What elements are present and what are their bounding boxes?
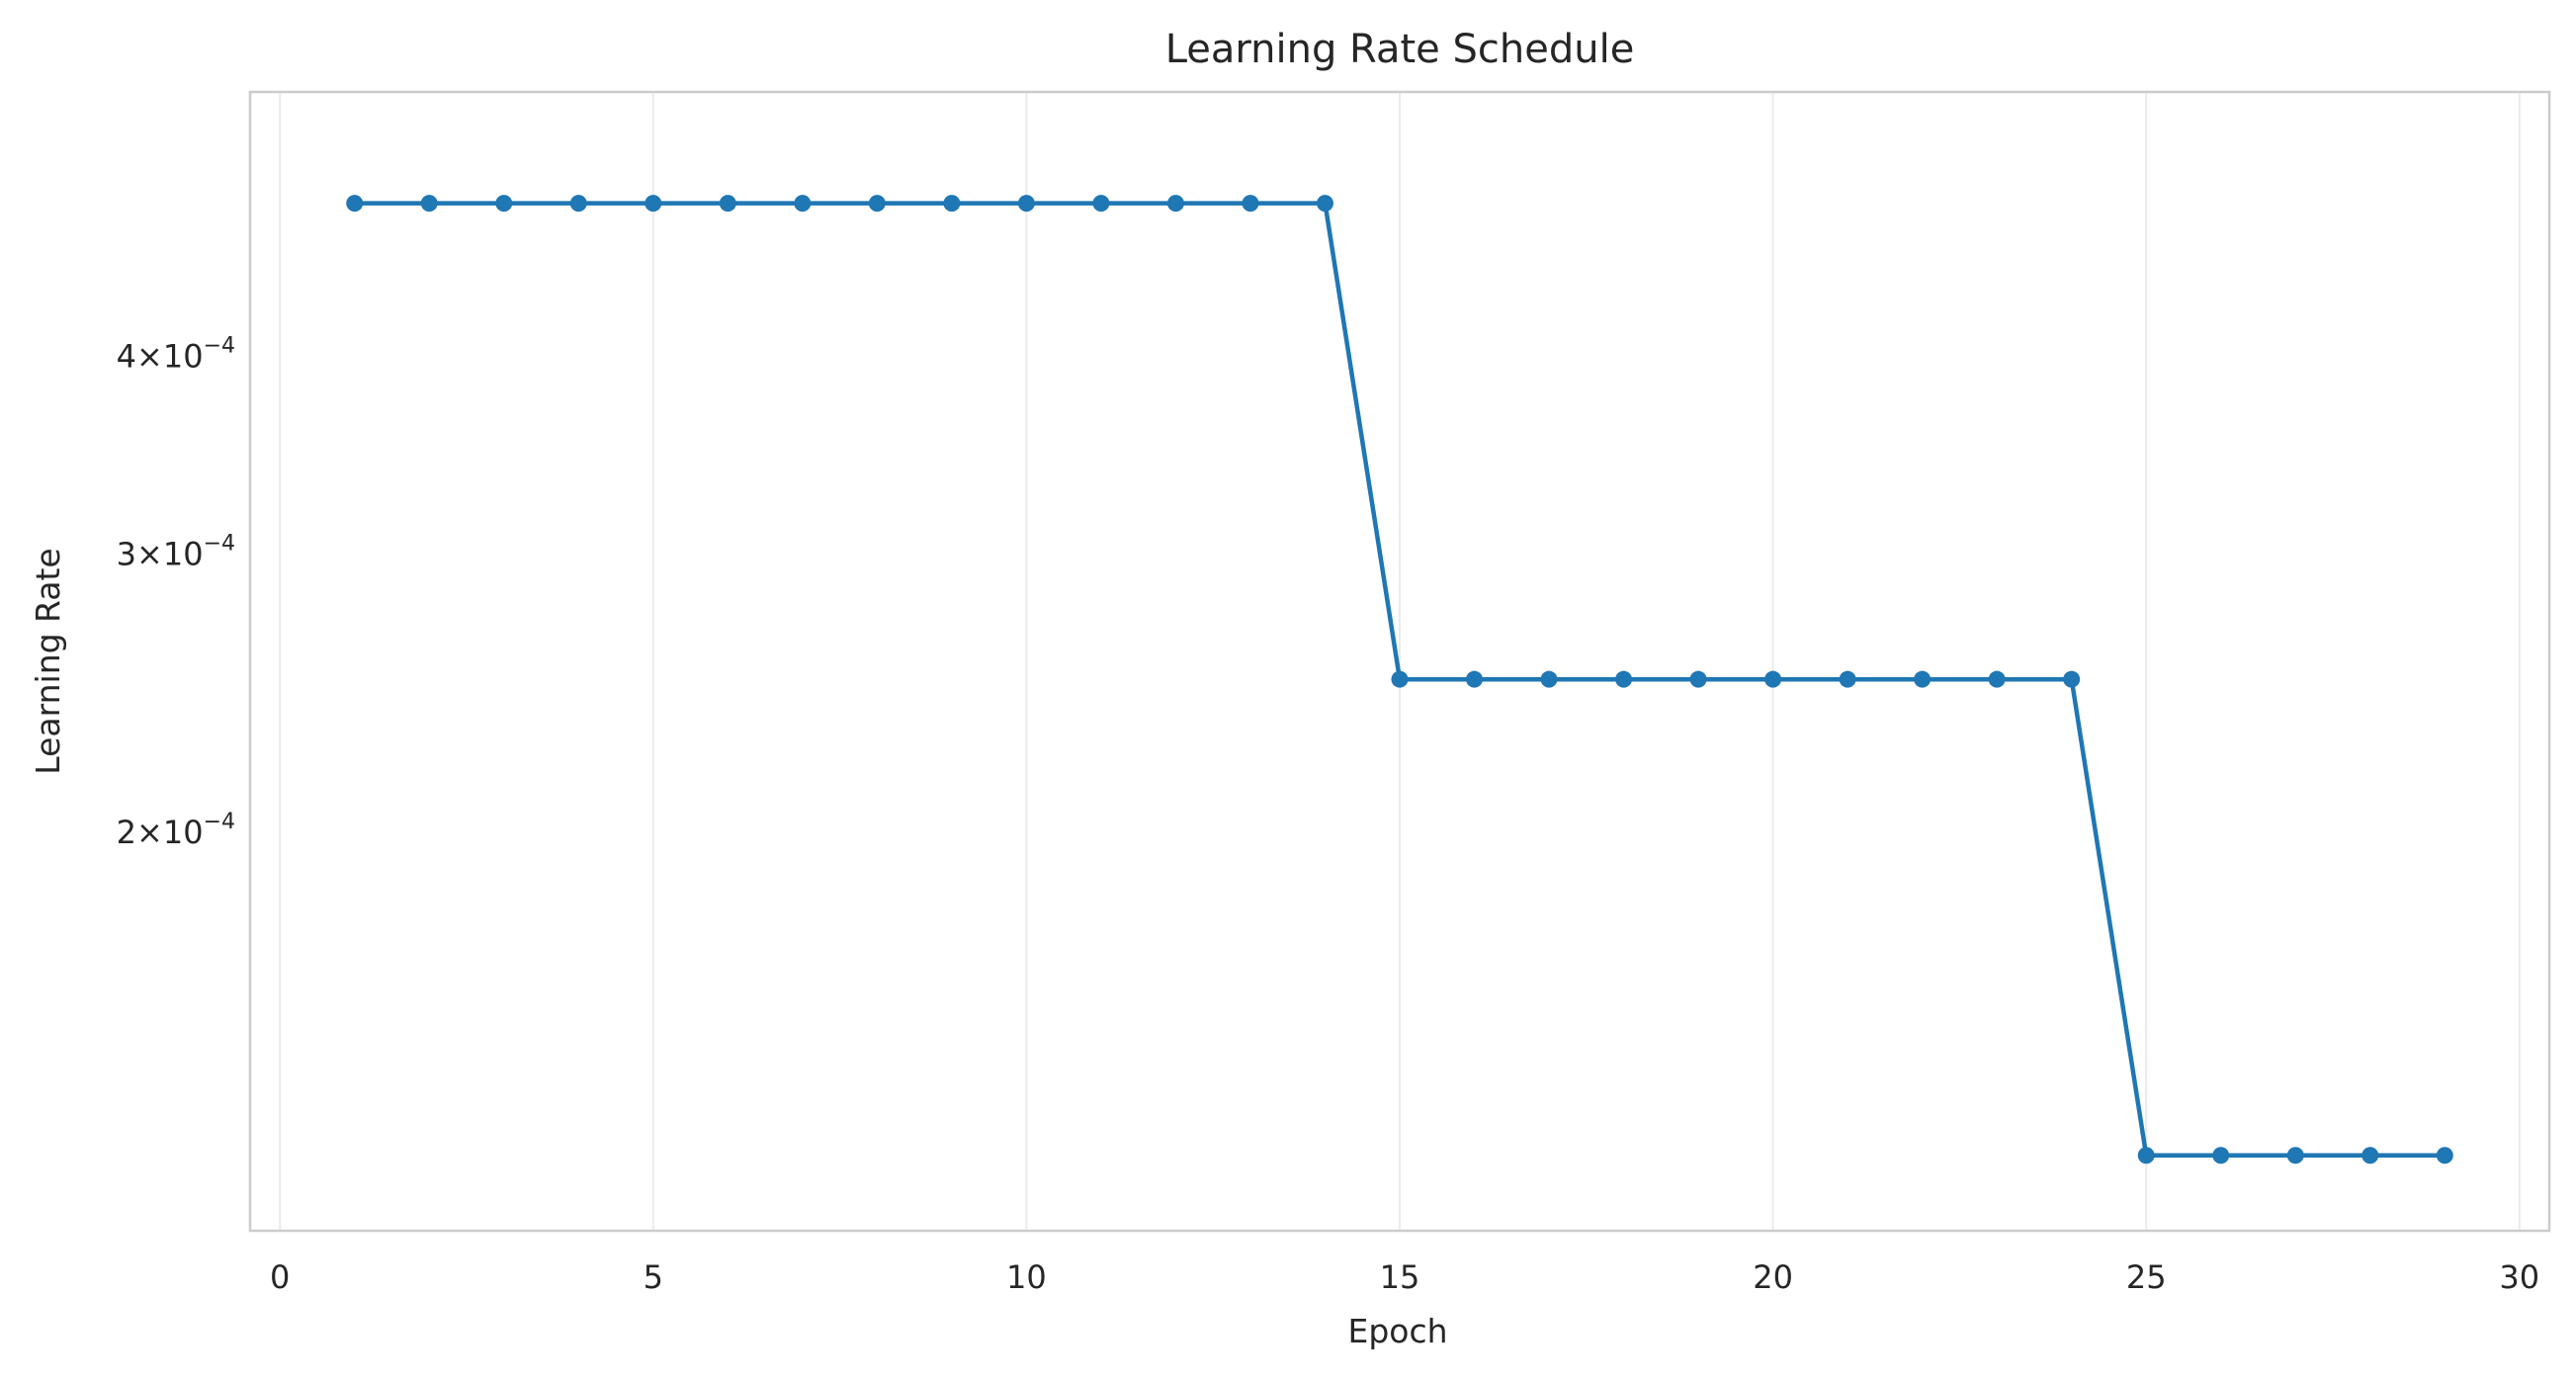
data-point (868, 195, 886, 213)
data-point (346, 195, 364, 213)
x-tick-label: 30 (2499, 1258, 2539, 1296)
data-point (2063, 670, 2081, 688)
data-point (495, 195, 513, 213)
data-point (1466, 670, 1484, 688)
data-point (1316, 195, 1333, 213)
data-point (1839, 670, 1856, 688)
data-point (1764, 670, 1782, 688)
data-point (1092, 195, 1110, 213)
plot-frame (248, 90, 2551, 1233)
data-point (1914, 670, 1932, 688)
data-point (644, 195, 662, 213)
y-axis-label: Learning Rate (29, 548, 67, 774)
data-point (1391, 670, 1409, 688)
data-point (794, 195, 812, 213)
data-point (943, 195, 961, 213)
data-point (1242, 195, 1259, 213)
data-point (1017, 195, 1035, 213)
data-point (2286, 1147, 2304, 1165)
data-point (2212, 1147, 2230, 1165)
data-point (1540, 670, 1558, 688)
y-tick-label: 3×10−4 (117, 532, 235, 573)
x-tick-label: 20 (1753, 1258, 1793, 1296)
y-tick-label: 4×10−4 (117, 334, 235, 376)
data-point (2436, 1147, 2453, 1165)
x-tick-label: 5 (644, 1258, 663, 1296)
data-point (420, 195, 438, 213)
x-tick-label: 15 (1380, 1258, 1420, 1296)
data-point (2361, 1147, 2379, 1165)
y-tick-label: 2×10−4 (117, 810, 235, 851)
data-point (1988, 670, 2006, 688)
data-point (1689, 670, 1707, 688)
x-tick-label: 0 (270, 1258, 290, 1296)
data-point (719, 195, 736, 213)
data-point (569, 195, 587, 213)
chart-title: Learning Rate Schedule (1165, 27, 1635, 72)
data-point (1166, 195, 1184, 213)
series-layer (346, 195, 2453, 1165)
gridlines (279, 92, 2521, 1231)
x-axis-label: Epoch (1347, 1312, 1447, 1350)
x-tick-label: 25 (2126, 1258, 2167, 1296)
data-point (2137, 1147, 2155, 1165)
x-axis-ticks: 0 5 10 15 20 25 30 (270, 1258, 2539, 1296)
data-point (1615, 670, 1633, 688)
y-axis-ticks: 2×10−4 3×10−4 4×10−4 (117, 334, 235, 852)
x-tick-label: 10 (1006, 1258, 1047, 1296)
